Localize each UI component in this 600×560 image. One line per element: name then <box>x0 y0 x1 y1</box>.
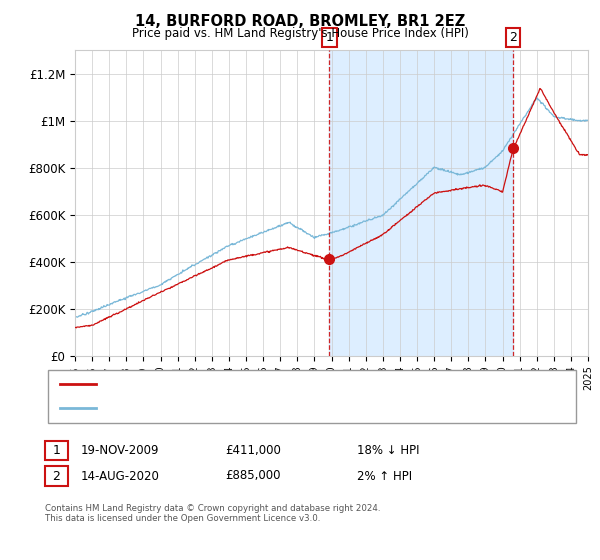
Text: 2% ↑ HPI: 2% ↑ HPI <box>357 469 412 483</box>
Text: £885,000: £885,000 <box>225 469 281 483</box>
Text: HPI: Average price, detached house, Bromley: HPI: Average price, detached house, Brom… <box>105 403 358 413</box>
Text: Price paid vs. HM Land Registry's House Price Index (HPI): Price paid vs. HM Land Registry's House … <box>131 27 469 40</box>
Text: 14, BURFORD ROAD, BROMLEY, BR1 2EZ (detached house): 14, BURFORD ROAD, BROMLEY, BR1 2EZ (deta… <box>105 380 434 390</box>
Text: £411,000: £411,000 <box>225 444 281 458</box>
Bar <box>329 50 513 356</box>
Text: 1: 1 <box>52 444 61 458</box>
Text: 14, BURFORD ROAD, BROMLEY, BR1 2EZ: 14, BURFORD ROAD, BROMLEY, BR1 2EZ <box>135 14 465 29</box>
Text: 2: 2 <box>509 31 517 44</box>
Text: 2: 2 <box>52 469 61 483</box>
Text: Contains HM Land Registry data © Crown copyright and database right 2024.
This d: Contains HM Land Registry data © Crown c… <box>45 504 380 524</box>
Text: 1: 1 <box>326 31 334 44</box>
Text: 19-NOV-2009: 19-NOV-2009 <box>81 444 160 458</box>
Text: 18% ↓ HPI: 18% ↓ HPI <box>357 444 419 458</box>
Text: 14-AUG-2020: 14-AUG-2020 <box>81 469 160 483</box>
